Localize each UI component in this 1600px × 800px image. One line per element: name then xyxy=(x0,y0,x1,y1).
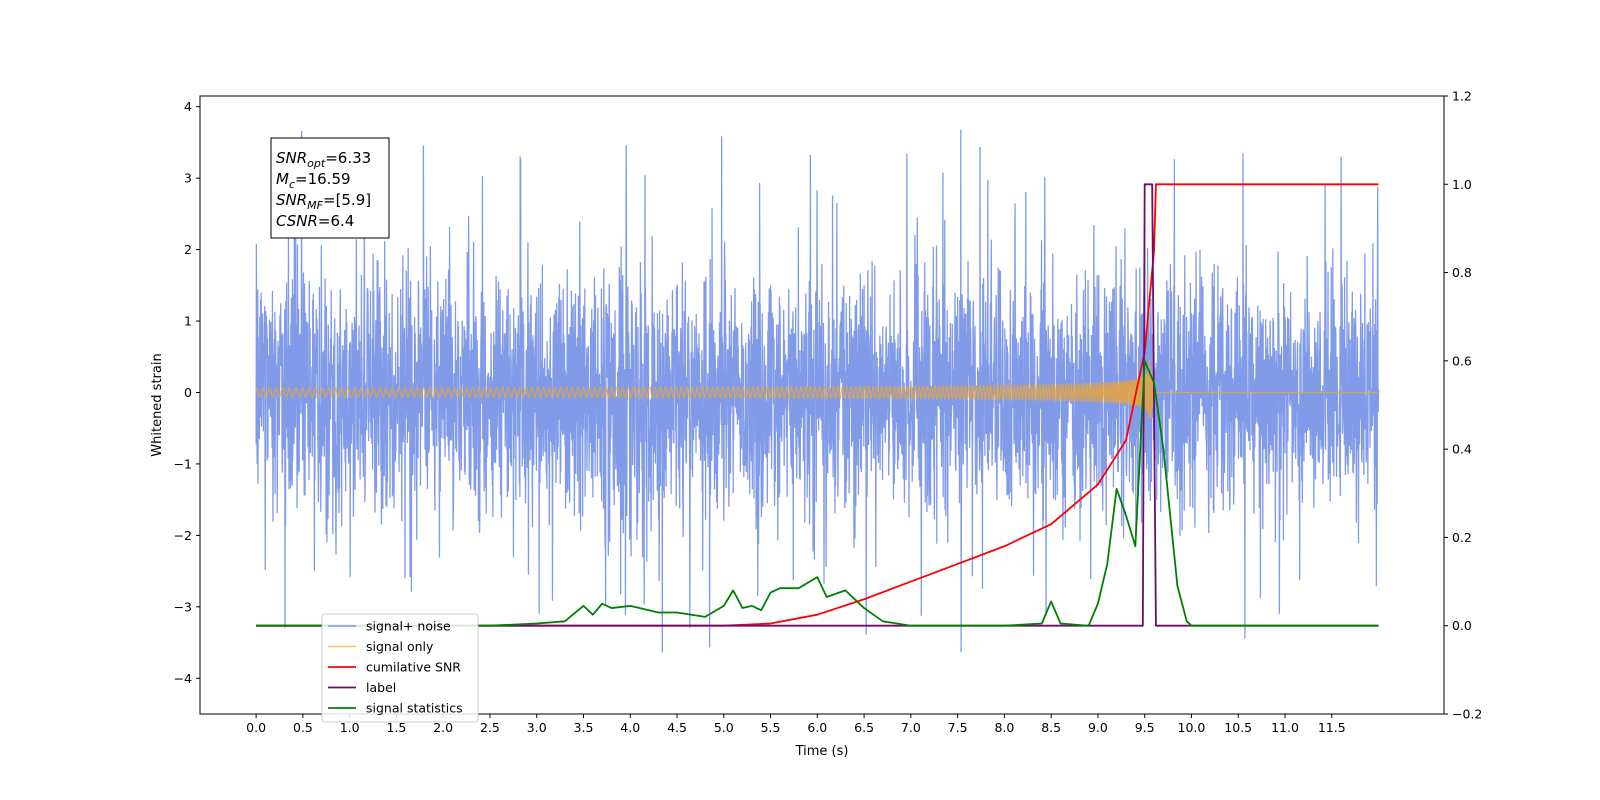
x-tick-label: 4.5 xyxy=(667,720,687,735)
annotation-line: SNRopt=6.33 xyxy=(276,149,371,170)
y-right-tick-label: 0.0 xyxy=(1452,618,1472,633)
y-left-tick-label: 2 xyxy=(184,242,192,257)
x-tick-label: 6.0 xyxy=(807,720,827,735)
x-tick-label: 5.0 xyxy=(714,720,734,735)
y-right-tick-label: 0.2 xyxy=(1452,530,1472,545)
plot-frame xyxy=(199,95,1445,715)
x-tick-label: 6.5 xyxy=(854,720,874,735)
y-left-tick-label: −3 xyxy=(174,599,192,614)
x-axis: 0.0 0.5 1.0 1.5 2.0 2.5 3.0 3.5 4.0 4.5 5.0 5.5 6.0 6… xyxy=(246,714,1346,735)
y-left-tick-label: 1 xyxy=(184,314,192,329)
y-left-tick-label: 4 xyxy=(184,99,192,114)
y-axis-label: Whitened strain xyxy=(150,353,165,456)
annotation-line: CSNR=6.4 xyxy=(276,212,354,230)
y-left-tick-label: −2 xyxy=(174,528,192,543)
annotation-line: SNRMF=[5.9] xyxy=(276,191,371,212)
legend-entry: signal+ noise xyxy=(366,619,451,634)
y-right-tick-label: 0.8 xyxy=(1452,265,1472,280)
x-tick-label: 7.5 xyxy=(948,720,968,735)
x-tick-label: 3.5 xyxy=(574,720,594,735)
x-tick-label: 2.5 xyxy=(480,720,500,735)
x-tick-label: 0.0 xyxy=(246,720,266,735)
annotation-line: Mc=16.59 xyxy=(276,170,351,191)
x-axis-label: Time (s) xyxy=(795,744,849,759)
x-tick-label: 3.0 xyxy=(527,720,547,735)
x-tick-label: 1.5 xyxy=(386,720,406,735)
x-tick-label: 7.0 xyxy=(901,720,921,735)
x-tick-label: 11.5 xyxy=(1318,720,1346,735)
y-left-tick-label: 0 xyxy=(184,385,192,400)
y-right-tick-label: 1.0 xyxy=(1452,177,1472,192)
legend-entry: cumilative SNR xyxy=(366,660,461,675)
x-tick-label: 8.0 xyxy=(994,720,1014,735)
y-left-tick-label: −4 xyxy=(174,671,192,686)
series-signal-only xyxy=(255,360,1379,419)
series-signal-statistics xyxy=(256,359,1379,627)
x-tick-label: 4.0 xyxy=(620,720,640,735)
y-right-tick-label: −0.2 xyxy=(1452,707,1482,722)
x-tick-label: 11.0 xyxy=(1271,720,1299,735)
x-tick-label: 9.5 xyxy=(1135,720,1155,735)
series-layer xyxy=(255,129,1380,653)
legend-entry: signal statistics xyxy=(366,701,463,716)
y-right-tick-label: 0.4 xyxy=(1452,442,1472,457)
y-axis-left: −4 −3 −2 −1 0 1 2 3 4 xyxy=(174,99,200,686)
x-tick-label: 10.5 xyxy=(1224,720,1252,735)
legend-entry: signal only xyxy=(366,639,434,654)
legend: signal+ noise signal only cumilative SNR la… xyxy=(321,613,479,723)
y-right-tick-label: 1.2 xyxy=(1452,89,1472,104)
x-tick-label: 8.5 xyxy=(1041,720,1061,735)
annotation-frame xyxy=(270,137,390,239)
x-tick-label: 2.0 xyxy=(433,720,453,735)
y-left-tick-label: 3 xyxy=(184,171,192,186)
series-cumulative-snr xyxy=(256,183,1379,627)
x-tick-label: 5.5 xyxy=(761,720,781,735)
x-tick-label: 9.0 xyxy=(1088,720,1108,735)
x-tick-label: 10.0 xyxy=(1178,720,1206,735)
series-signal-noise xyxy=(255,129,1380,653)
x-tick-label: 1.0 xyxy=(340,720,360,735)
y-right-tick-label: 0.6 xyxy=(1452,353,1472,368)
y-left-tick-label: −1 xyxy=(174,456,192,471)
x-tick-label: 0.5 xyxy=(293,720,313,735)
legend-frame xyxy=(321,613,479,723)
y-axis-right: −0.2 0.0 0.2 0.4 0.6 0.8 1.0 1.2 xyxy=(1444,89,1482,722)
legend-entry: label xyxy=(366,680,396,695)
